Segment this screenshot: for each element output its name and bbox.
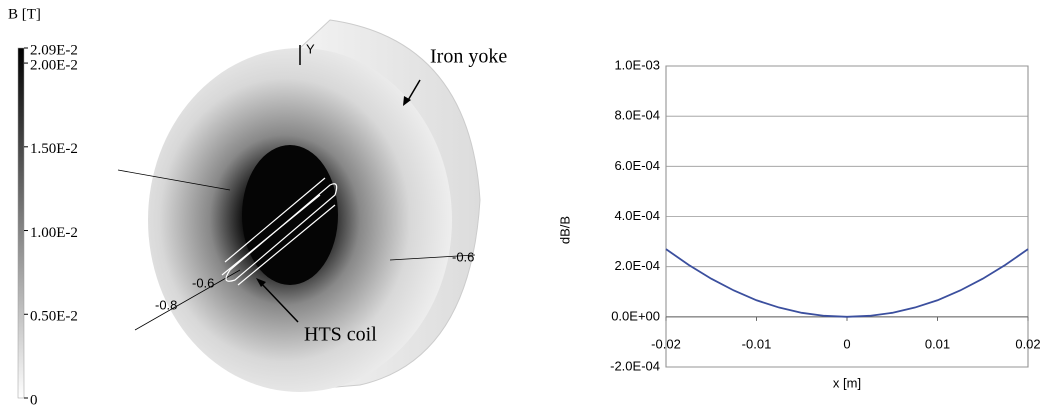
x-tick-label: -0.02 [651, 336, 681, 351]
line [666, 249, 1028, 317]
colorbar-tick-label: 1.00E-2 [30, 225, 78, 241]
x-tick-label: 0 [843, 336, 850, 351]
x-axis-label: x [m] [833, 375, 861, 390]
annotation: Iron yoke [430, 46, 507, 68]
y-tick-label: 6.0E-04 [614, 158, 660, 173]
axis-label: -0.6 [452, 249, 474, 264]
axis-label: Y [306, 41, 315, 56]
colorbar-tick-label: 1.50E-2 [30, 141, 78, 157]
colorbar-tick-label: 0.50E-2 [30, 309, 78, 325]
colorbar-tick-label: 2.00E-2 [30, 58, 78, 74]
y-tick-label: 0.0E+00 [611, 308, 660, 323]
axis-label: -0.8 [155, 297, 177, 312]
y-tick-label: 2.0E-04 [614, 258, 660, 273]
axis-label: -0.6 [192, 275, 214, 290]
y-axis-label: dB/B [557, 216, 572, 244]
figure: Iron yoke HTS coil Y -0.6 -0.6 -0.8 B [T… [0, 0, 1046, 405]
x-tick-label: 0.02 [1015, 336, 1040, 351]
colorbar-tick-label: 2.09E-2 [30, 42, 78, 58]
y-tick-label: 8.0E-04 [614, 108, 660, 123]
y-tick-label: 4.0E-04 [614, 208, 660, 223]
colorbar-title: B [T] [8, 6, 41, 22]
rendering: Iron yoke HTS coil Y -0.6 -0.6 -0.8 B [T… [8, 6, 507, 398]
y-tick-label: 1.0E-03 [614, 57, 660, 72]
y-tick-label: -2.0E-04 [610, 358, 660, 373]
colorbar-tick-label: 0 [30, 392, 38, 405]
annotation: HTS coil [304, 324, 377, 346]
x-tick-label: 0.01 [925, 336, 950, 351]
x-tick-label: -0.01 [742, 336, 772, 351]
colorbar [18, 48, 24, 398]
